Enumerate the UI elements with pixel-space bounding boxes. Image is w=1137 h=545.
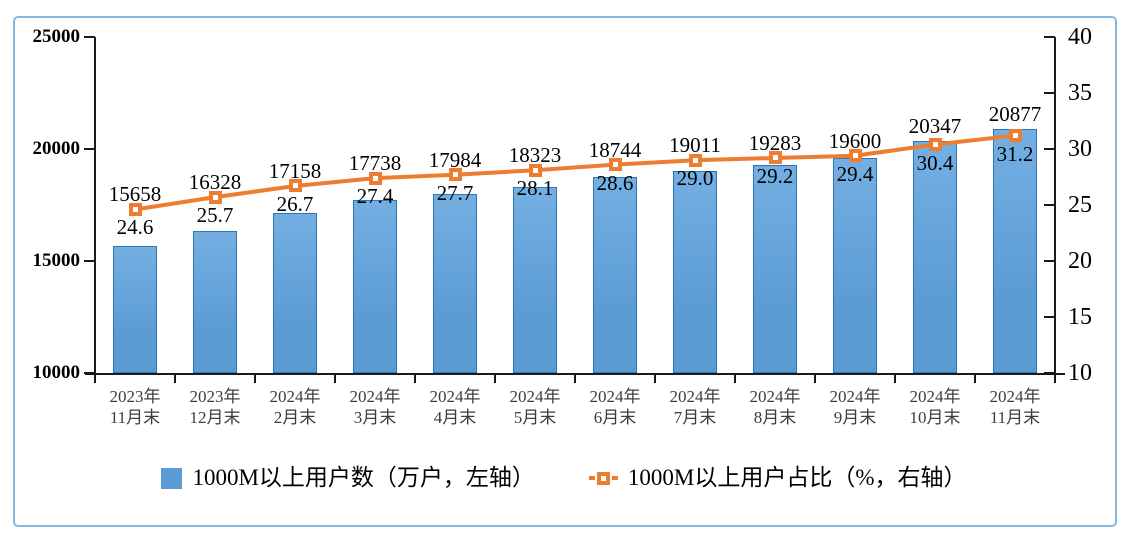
legend-item-bar-series: 1000M以上用户数（万户，左轴）: [161, 464, 535, 492]
line-series-marker-icon: [588, 471, 618, 485]
chart-legend: 1000M以上用户数（万户，左轴） 1000M以上用户占比（%，右轴）: [13, 454, 1115, 502]
bar-series-swatch-icon: [161, 467, 183, 489]
bar-series-legend-label: 1000M以上用户数（万户，左轴）: [192, 465, 535, 490]
line-series-legend-label: 1000M以上用户占比（%，右轴）: [627, 465, 967, 490]
chart-frame: [13, 16, 1117, 527]
legend-item-line-series: 1000M以上用户占比（%，右轴）: [588, 464, 967, 492]
